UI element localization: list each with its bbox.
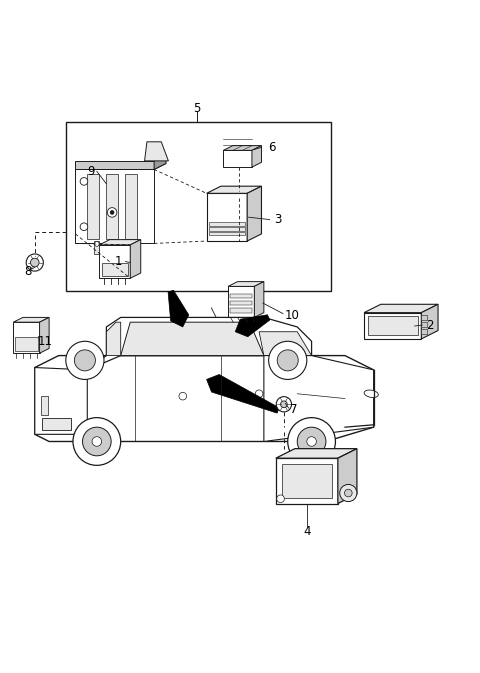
Bar <box>421 322 427 327</box>
Text: 8: 8 <box>24 264 31 278</box>
Polygon shape <box>154 155 166 170</box>
Bar <box>281 464 332 498</box>
Polygon shape <box>130 240 141 278</box>
Polygon shape <box>364 313 421 339</box>
Bar <box>230 293 252 298</box>
Polygon shape <box>99 245 130 278</box>
Bar <box>421 329 427 334</box>
Circle shape <box>255 390 263 398</box>
Polygon shape <box>235 315 270 336</box>
Bar <box>421 315 427 320</box>
Text: 6: 6 <box>268 141 276 154</box>
Text: 10: 10 <box>285 308 300 322</box>
Polygon shape <box>168 290 189 327</box>
Polygon shape <box>107 322 120 355</box>
Polygon shape <box>75 161 154 170</box>
Polygon shape <box>75 164 166 170</box>
Circle shape <box>80 223 88 231</box>
Circle shape <box>340 485 357 501</box>
Polygon shape <box>144 142 168 161</box>
Circle shape <box>276 396 291 412</box>
Bar <box>107 174 118 239</box>
Polygon shape <box>39 318 49 353</box>
Polygon shape <box>223 145 262 150</box>
Circle shape <box>307 437 316 446</box>
Text: 2: 2 <box>426 318 434 332</box>
Text: 3: 3 <box>275 213 282 226</box>
Polygon shape <box>247 186 262 241</box>
Circle shape <box>66 341 104 380</box>
Circle shape <box>26 254 43 271</box>
Circle shape <box>110 211 114 214</box>
Text: 5: 5 <box>193 102 201 115</box>
Bar <box>230 301 252 306</box>
Polygon shape <box>338 449 357 503</box>
Bar <box>87 174 99 239</box>
Polygon shape <box>264 355 373 441</box>
Bar <box>209 227 245 231</box>
Circle shape <box>74 350 96 371</box>
Bar <box>230 308 252 313</box>
Polygon shape <box>228 287 254 318</box>
Polygon shape <box>120 322 264 355</box>
Polygon shape <box>87 318 312 370</box>
Polygon shape <box>259 332 312 355</box>
Polygon shape <box>206 374 279 413</box>
Circle shape <box>73 418 120 465</box>
Bar <box>209 232 245 236</box>
Circle shape <box>345 489 352 497</box>
Polygon shape <box>223 150 252 167</box>
Bar <box>40 396 48 415</box>
Polygon shape <box>421 304 438 339</box>
Bar <box>75 170 154 244</box>
Bar <box>15 337 37 351</box>
Circle shape <box>92 437 102 446</box>
Text: 9: 9 <box>87 165 95 178</box>
Bar <box>368 316 418 335</box>
Polygon shape <box>95 241 99 254</box>
Text: 11: 11 <box>38 334 53 348</box>
Bar <box>102 262 128 276</box>
Polygon shape <box>276 449 357 458</box>
Circle shape <box>108 208 117 217</box>
Circle shape <box>83 427 111 456</box>
Bar <box>42 418 71 429</box>
Circle shape <box>288 418 336 465</box>
Polygon shape <box>13 318 49 322</box>
Polygon shape <box>252 145 262 167</box>
Circle shape <box>281 401 287 408</box>
Bar <box>66 122 331 291</box>
Polygon shape <box>228 281 264 287</box>
Circle shape <box>277 350 298 371</box>
Ellipse shape <box>364 390 378 398</box>
Circle shape <box>297 427 326 456</box>
Polygon shape <box>99 240 141 245</box>
Polygon shape <box>13 322 39 353</box>
Circle shape <box>80 178 88 185</box>
Polygon shape <box>206 193 247 241</box>
Circle shape <box>269 341 307 380</box>
Text: 1: 1 <box>115 255 122 268</box>
Polygon shape <box>35 355 373 441</box>
Circle shape <box>179 392 187 400</box>
Circle shape <box>277 495 284 503</box>
Polygon shape <box>254 281 264 318</box>
Polygon shape <box>35 367 87 434</box>
Bar <box>209 223 245 225</box>
Circle shape <box>95 242 99 246</box>
Text: 4: 4 <box>303 525 311 538</box>
Text: 7: 7 <box>290 404 297 417</box>
Polygon shape <box>276 458 338 503</box>
Polygon shape <box>364 304 438 313</box>
Bar <box>125 174 137 239</box>
Circle shape <box>31 258 39 267</box>
Polygon shape <box>206 186 262 193</box>
